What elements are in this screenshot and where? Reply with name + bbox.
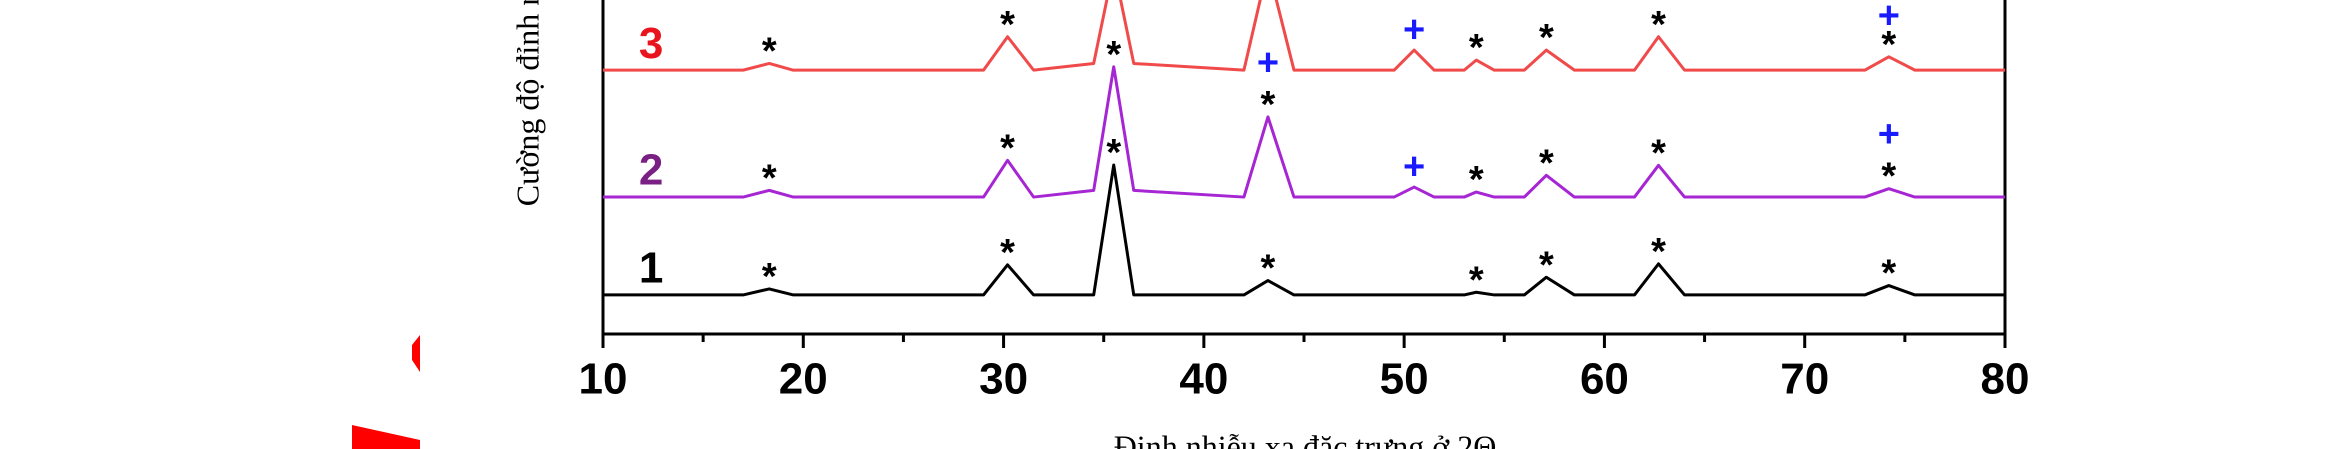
series-line (603, 163, 2005, 297)
peak-marker: * (1651, 231, 1666, 273)
peak-marker: * (1261, 248, 1276, 290)
decor-shape (352, 425, 420, 449)
peak-marker: + (1257, 42, 1279, 84)
series-label: 1 (639, 244, 663, 293)
y-axis-label: Cường độ đỉnh nh (509, 0, 545, 206)
series-label: 3 (639, 19, 663, 68)
x-tick-label: 20 (779, 355, 828, 404)
peak-marker: * (762, 157, 777, 199)
series-line (603, 65, 2005, 199)
series-label: 2 (639, 146, 663, 195)
peak-marker: * (1469, 259, 1484, 301)
peak-marker: * (1539, 142, 1554, 184)
peak-marker: * (1000, 127, 1015, 169)
peak-marker: * (1106, 132, 1121, 174)
peak-marker: + (1403, 146, 1425, 188)
peak-marker: * (1651, 4, 1666, 46)
x-tick-label: 60 (1580, 355, 1629, 404)
x-tick-label: 40 (1179, 355, 1228, 404)
peak-marker: * (1106, 34, 1121, 76)
peak-marker: + (1878, 114, 1900, 156)
x-tick-label: 30 (979, 355, 1028, 404)
x-tick-label: 50 (1380, 355, 1429, 404)
peak-marker: * (762, 30, 777, 72)
peak-marker: + (1878, 0, 1900, 37)
peak-marker: * (1000, 232, 1015, 274)
peak-marker: * (762, 256, 777, 298)
peak-marker: * (1469, 27, 1484, 69)
peak-marker: + (1403, 9, 1425, 51)
series-line (603, 0, 2005, 72)
plot-area (603, 0, 2005, 297)
peak-marker: * (1469, 159, 1484, 201)
x-axis-label: Định nhiễu xạ đặc trưng ở 2Θ (1114, 428, 1497, 449)
peak-marker: * (1881, 253, 1896, 295)
peak-marker: * (1881, 24, 1896, 66)
x-tick-label: 10 (579, 355, 628, 404)
x-tick-label: 80 (1981, 355, 2030, 404)
decor-shape (412, 335, 420, 372)
x-tick-label: 70 (1780, 355, 1829, 404)
peak-marker: * (1651, 132, 1666, 174)
peak-marker: * (1261, 84, 1276, 126)
peak-marker: * (1539, 244, 1554, 286)
peak-marker: * (1000, 4, 1015, 46)
peak-marker: * (1881, 156, 1896, 198)
peak-marker: * (1539, 17, 1554, 59)
